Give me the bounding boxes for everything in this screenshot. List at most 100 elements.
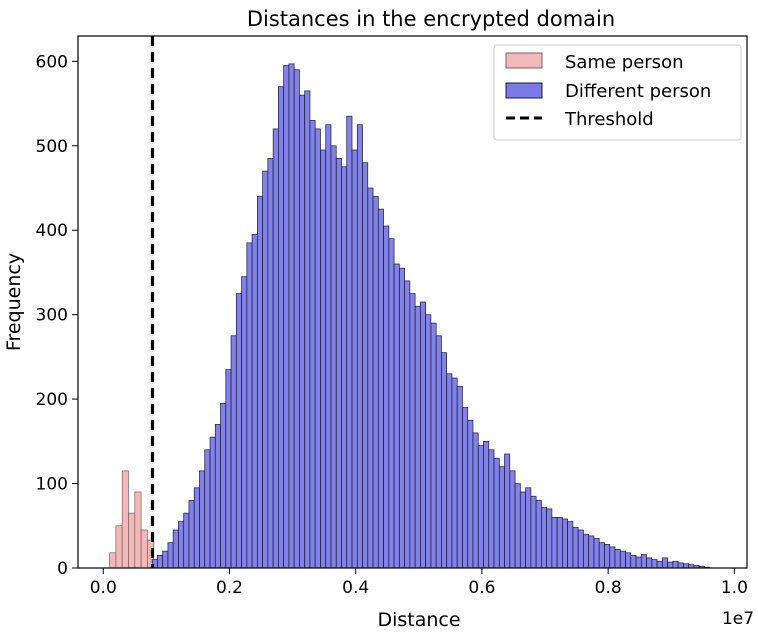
y-tick-label: 200 — [36, 390, 68, 410]
histogram-bar — [425, 314, 432, 569]
histogram-bar — [115, 525, 123, 569]
histogram-bar — [335, 158, 342, 569]
histogram-bar — [246, 242, 253, 569]
chart-title: Distances in the encrypted domain — [247, 7, 615, 31]
series-different-person — [151, 63, 711, 569]
histogram-bar — [525, 487, 532, 569]
x-tick-label: 0.0 — [90, 578, 117, 598]
histogram-bar — [583, 533, 590, 569]
histogram-bar — [214, 424, 221, 569]
histogram-bar — [530, 495, 537, 569]
legend-label-same-person: Same person — [565, 52, 684, 73]
histogram-bar — [377, 208, 384, 569]
histogram-bar — [646, 557, 653, 569]
histogram-bar — [167, 542, 174, 569]
histogram-bar — [635, 556, 642, 569]
histogram-bar — [372, 196, 379, 569]
x-tick-label: 0.6 — [468, 578, 495, 598]
histogram-bar — [109, 552, 117, 569]
x-tick-label: 0.8 — [595, 578, 622, 598]
histogram-bar — [309, 120, 316, 569]
histogram-bar — [204, 449, 211, 569]
histogram-bar — [399, 267, 405, 569]
histogram-bar — [362, 162, 369, 569]
histogram-bar — [121, 470, 129, 569]
x-tick-label: 1.0 — [721, 578, 748, 598]
histogram-bar — [541, 506, 547, 569]
histogram-bar — [567, 521, 574, 569]
histogram-bar — [498, 466, 505, 569]
histogram-bar — [188, 500, 195, 569]
histogram-bar — [293, 69, 300, 569]
histogram-bar — [225, 369, 232, 569]
histogram-bar — [451, 377, 458, 569]
histogram-bar — [346, 115, 353, 569]
y-axis-title: Frequency — [3, 253, 25, 351]
histogram-bar — [677, 562, 684, 569]
y-axis: 0 100 200 300 400 500 600 — [36, 52, 78, 579]
histogram-bar — [278, 86, 284, 569]
histogram-bar — [314, 128, 321, 569]
legend-swatch-same-person — [505, 52, 543, 69]
histogram-bar — [262, 170, 269, 569]
histogram-bar — [625, 552, 632, 569]
histogram-bar — [598, 542, 605, 569]
histogram-bar — [467, 419, 474, 569]
histogram-bar — [383, 225, 390, 569]
plot-area — [109, 36, 711, 569]
histogram-bar — [404, 280, 411, 569]
histogram-bar — [672, 560, 679, 569]
x-tick-label: 0.4 — [342, 578, 369, 598]
x-axis-offset-label: 1e7 — [722, 609, 754, 629]
histogram-bar — [604, 544, 611, 569]
histogram-bar — [504, 453, 511, 569]
histogram-bar — [577, 529, 584, 569]
histogram-bar — [235, 293, 242, 569]
histogram-bar — [683, 563, 689, 569]
histogram-bar — [409, 293, 416, 569]
histogram-bar — [272, 128, 279, 569]
x-tick-label: 0.2 — [216, 578, 243, 598]
histogram-bar — [134, 491, 142, 569]
histogram-bar — [588, 535, 595, 569]
histogram-bar — [551, 516, 558, 569]
histogram-bar — [414, 305, 421, 569]
histogram-bar — [199, 470, 206, 569]
histogram-bar — [304, 90, 311, 569]
histogram-bar — [661, 557, 668, 569]
histogram-bar — [614, 549, 621, 569]
histogram-bar — [562, 518, 569, 569]
histogram-bar — [351, 149, 358, 569]
histogram-bar — [220, 402, 227, 569]
histogram-bar — [251, 234, 258, 569]
histogram-bar — [330, 145, 337, 569]
y-tick-label: 300 — [36, 306, 68, 326]
legend-box — [493, 44, 742, 141]
histogram-bar — [162, 550, 169, 569]
histogram-bar — [393, 263, 400, 569]
histogram-bar — [241, 276, 248, 569]
histogram-bar — [128, 512, 136, 569]
histogram-bar — [430, 322, 437, 569]
legend-label-different-person: Different person — [565, 81, 711, 102]
histogram-bar — [157, 554, 164, 569]
histogram-bar — [535, 500, 542, 569]
histogram-bar — [267, 158, 274, 569]
histogram-bar — [546, 508, 553, 569]
histogram-bar — [172, 529, 179, 569]
x-axis-title: Distance — [377, 609, 460, 631]
histogram-bar — [209, 436, 216, 569]
histogram-bar — [446, 373, 453, 569]
y-tick-label: 0 — [57, 559, 68, 579]
histogram-bar — [435, 335, 442, 569]
histogram-bar — [572, 527, 579, 569]
legend: Same person Different person Threshold — [493, 44, 742, 141]
histogram-bar — [356, 124, 363, 569]
histogram-bar — [441, 352, 448, 569]
series-same-person — [109, 470, 155, 569]
histogram-bar — [593, 538, 600, 569]
y-tick-label: 100 — [36, 475, 68, 495]
histogram-bar — [341, 166, 348, 569]
histogram-bar — [656, 560, 663, 569]
